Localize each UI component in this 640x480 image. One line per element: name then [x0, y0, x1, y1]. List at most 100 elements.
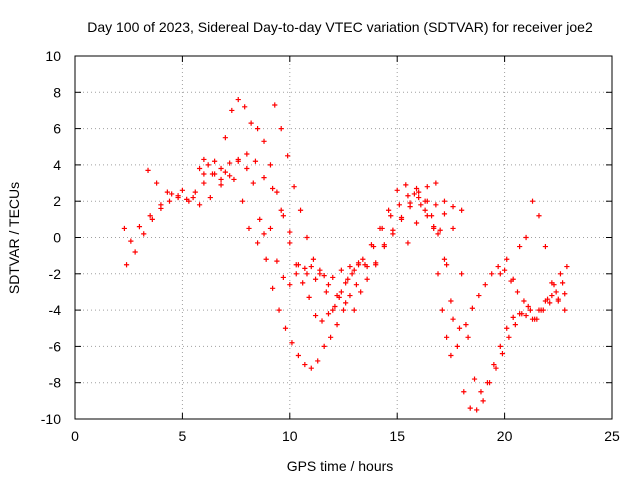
data-point-marker: [325, 311, 332, 317]
data-point-marker: [407, 200, 413, 206]
data-point-marker: [450, 204, 456, 210]
data-point-marker: [201, 156, 207, 163]
data-point-marker: [441, 198, 448, 204]
data-point-marker: [315, 358, 321, 364]
data-point-marker: [175, 194, 181, 201]
data-point-marker: [480, 398, 486, 404]
data-point-marker: [295, 262, 301, 268]
data-point-marker: [510, 276, 516, 282]
data-point-marker: [510, 314, 516, 320]
data-point-marker: [289, 340, 295, 346]
data-point-marker: [351, 267, 357, 273]
data-point-marker: [300, 280, 306, 286]
data-markers: [121, 96, 570, 413]
data-point-marker: [456, 325, 463, 331]
data-point-marker: [416, 189, 422, 195]
series-track-a: [121, 96, 566, 331]
data-point-marker: [343, 280, 349, 286]
data-point-marker: [278, 207, 284, 213]
series-track-e: [272, 102, 362, 313]
data-point-marker: [321, 343, 327, 349]
data-point-marker: [450, 316, 456, 322]
data-point-marker: [263, 256, 269, 262]
data-point-marker: [246, 225, 252, 232]
data-point-marker: [330, 307, 336, 313]
data-point-marker: [149, 216, 155, 222]
y-tick-label: 8: [53, 84, 61, 100]
data-point-marker: [562, 307, 568, 313]
data-point-marker: [562, 291, 568, 297]
data-point-marker: [437, 227, 443, 233]
data-point-marker: [549, 280, 555, 286]
data-point-marker: [405, 193, 411, 199]
data-point-marker: [529, 316, 536, 322]
data-point-marker: [287, 240, 293, 246]
y-tick-label: -2: [49, 266, 62, 282]
data-point-marker: [450, 225, 456, 232]
data-point-marker: [332, 303, 338, 310]
data-point-marker: [186, 198, 192, 204]
data-point-marker: [390, 231, 396, 237]
data-point-marker: [370, 243, 377, 250]
x-tick-label: 25: [604, 428, 620, 444]
data-point-marker: [495, 263, 501, 270]
data-point-marker: [398, 216, 405, 222]
data-point-marker: [244, 151, 250, 157]
y-tick-label: 0: [53, 230, 61, 246]
data-point-marker: [328, 334, 334, 340]
data-point-marker: [280, 213, 286, 219]
data-point-marker: [201, 180, 207, 186]
data-point-marker: [364, 276, 370, 282]
data-point-marker: [222, 135, 228, 141]
data-point-marker: [536, 307, 542, 313]
y-tick-label: 4: [53, 157, 61, 173]
data-point-marker: [308, 365, 314, 371]
data-point-marker: [274, 258, 280, 264]
data-point-marker: [254, 126, 261, 132]
data-point-marker: [517, 311, 523, 317]
data-point-marker: [349, 271, 355, 277]
data-point-marker: [394, 187, 400, 193]
data-point-marker: [506, 334, 512, 340]
data-point-marker: [433, 180, 439, 186]
data-point-marker: [190, 194, 196, 201]
data-point-marker: [276, 307, 282, 313]
data-point-marker: [549, 292, 555, 299]
data-point-marker: [227, 173, 233, 179]
y-tick-label: -10: [41, 411, 61, 427]
data-point-marker: [351, 307, 357, 313]
data-point-marker: [229, 107, 235, 114]
data-point-marker: [304, 234, 310, 241]
x-tick-label: 10: [282, 428, 298, 444]
data-point-marker: [257, 216, 263, 222]
data-point-marker: [302, 361, 308, 368]
data-point-marker: [459, 207, 465, 213]
y-tick-label: 2: [53, 193, 61, 209]
x-tick-label: 5: [179, 428, 187, 444]
data-point-marker: [347, 292, 353, 299]
data-point-marker: [413, 220, 420, 226]
data-point-marker: [469, 305, 475, 311]
data-point-marker: [424, 184, 430, 190]
data-point-marker: [358, 289, 364, 295]
data-point-marker: [448, 298, 454, 304]
data-point-marker: [491, 361, 497, 368]
data-point-marker: [360, 256, 366, 262]
data-point-marker: [476, 292, 482, 299]
chart-title: Day 100 of 2023, Sidereal Day-to-day VTE…: [87, 19, 593, 35]
data-point-marker: [154, 180, 160, 186]
data-point-marker: [474, 407, 480, 413]
data-point-marker: [353, 282, 359, 288]
data-point-marker: [504, 325, 510, 331]
series-track-c: [145, 151, 568, 395]
data-point-marker: [179, 187, 185, 193]
data-point-marker: [196, 202, 203, 208]
data-point-marker: [484, 380, 491, 386]
data-point-marker: [435, 231, 441, 237]
data-point-marker: [517, 243, 523, 250]
data-point-marker: [433, 202, 439, 208]
data-point-marker: [424, 198, 430, 204]
data-point-marker: [212, 158, 218, 164]
